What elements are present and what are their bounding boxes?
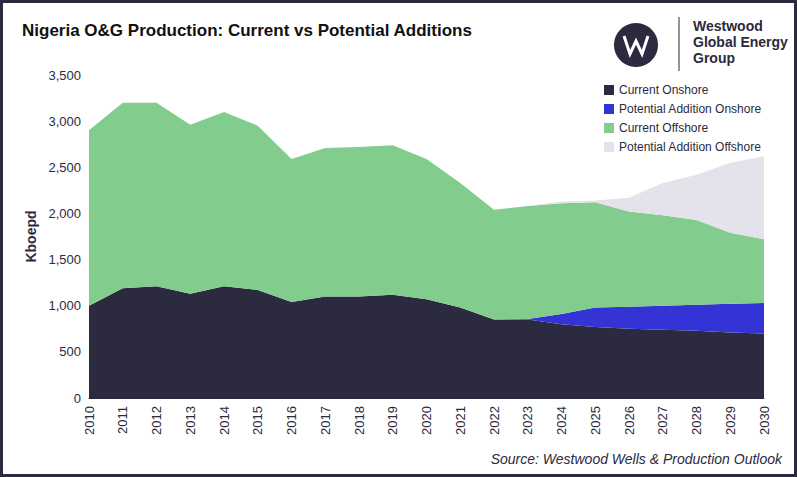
svg-text:2016: 2016	[284, 406, 299, 435]
svg-text:2027: 2027	[655, 406, 670, 435]
svg-text:2024: 2024	[554, 406, 569, 435]
svg-text:Potential Addition Onshore: Potential Addition Onshore	[619, 102, 761, 116]
svg-text:2030: 2030	[757, 406, 772, 435]
svg-text:0: 0	[74, 391, 81, 406]
svg-text:1,000: 1,000	[48, 298, 81, 313]
svg-text:2029: 2029	[723, 406, 738, 435]
svg-text:Current Offshore: Current Offshore	[619, 121, 708, 135]
svg-text:2012: 2012	[149, 406, 164, 435]
svg-text:2013: 2013	[183, 406, 198, 435]
svg-text:2,500: 2,500	[48, 160, 81, 175]
svg-text:2021: 2021	[453, 406, 468, 435]
svg-text:2014: 2014	[217, 406, 232, 435]
svg-text:2018: 2018	[352, 406, 367, 435]
svg-text:2017: 2017	[318, 406, 333, 435]
svg-text:Potential Addition Offshore: Potential Addition Offshore	[619, 140, 761, 154]
svg-text:Kboepd: Kboepd	[23, 210, 39, 262]
svg-text:2010: 2010	[82, 406, 97, 435]
svg-text:2020: 2020	[419, 406, 434, 435]
svg-text:2023: 2023	[520, 406, 535, 435]
svg-text:2011: 2011	[115, 406, 130, 434]
svg-text:2022: 2022	[487, 406, 502, 435]
svg-text:1,500: 1,500	[48, 252, 81, 267]
svg-text:Source: Westwood Wells & Produ: Source: Westwood Wells & Production Outl…	[491, 451, 783, 467]
svg-text:2025: 2025	[588, 406, 603, 435]
svg-text:2026: 2026	[622, 406, 637, 435]
svg-text:Global Energy: Global Energy	[693, 34, 788, 50]
svg-text:Current Onshore: Current Onshore	[619, 83, 709, 97]
svg-text:Group: Group	[693, 50, 735, 66]
svg-text:2019: 2019	[385, 406, 400, 435]
svg-text:3,500: 3,500	[48, 68, 81, 83]
svg-text:2,000: 2,000	[48, 206, 81, 221]
svg-text:Westwood: Westwood	[693, 18, 763, 34]
svg-text:2015: 2015	[250, 406, 265, 435]
svg-text:Nigeria O&G Production: Curren: Nigeria O&G Production: Current vs Poten…	[22, 21, 472, 40]
svg-text:2028: 2028	[689, 406, 704, 435]
svg-text:500: 500	[59, 344, 81, 359]
svg-text:3,000: 3,000	[48, 114, 81, 129]
